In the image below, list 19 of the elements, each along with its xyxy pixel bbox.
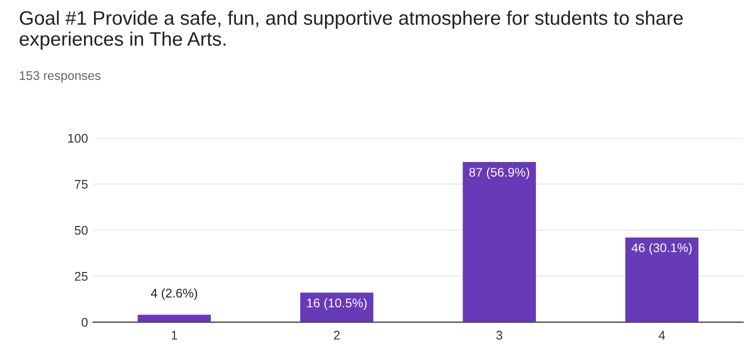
bar: [300, 292, 374, 322]
chart-subtitle: 153 responses: [20, 71, 100, 82]
data-label: 46 (30.1%): [632, 242, 692, 255]
bar: [138, 314, 211, 322]
y-tick-label: 50: [74, 226, 88, 235]
x-tick-label: 4: [658, 330, 665, 340]
bar: [462, 162, 536, 322]
x-tick-label: 1: [172, 330, 178, 340]
y-tick-label: 75: [74, 180, 88, 189]
x-tick-label: 3: [496, 330, 502, 340]
data-label: 87 (56.9%): [469, 168, 530, 180]
x-tick-label: 2: [334, 330, 340, 340]
y-tick-label: 25: [74, 272, 88, 281]
chart-title: Goal #1 Provide a safe, fun, and supportive atmosphere for students to share experiences in The Arts.: [20, 10, 683, 50]
data-label: 16 (10.5%): [307, 298, 367, 310]
data-label: 4 (2.6%): [150, 288, 198, 300]
y-tick-label: 0: [82, 318, 88, 327]
y-tick-label: 100: [68, 134, 88, 143]
bar: [625, 237, 698, 322]
